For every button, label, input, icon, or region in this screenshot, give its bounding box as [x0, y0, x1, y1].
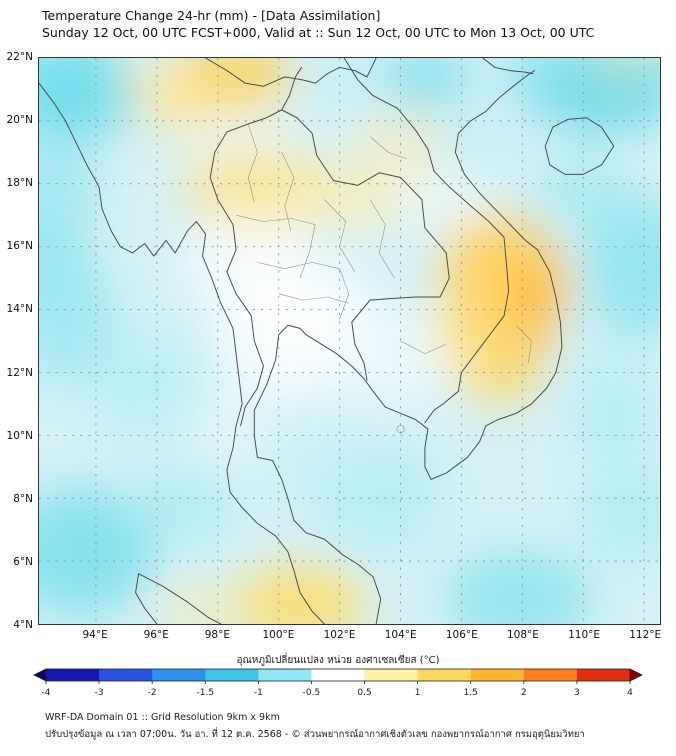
border-china-northeast [482, 58, 534, 75]
coastline-hainan-island [544, 117, 615, 175]
colorbar-tick-label: 1.5 [464, 688, 478, 698]
lat-tick-label: 10°N [6, 429, 33, 442]
lat-tick-label: 20°N [6, 114, 33, 127]
colorbar-tick-label: -1 [254, 688, 263, 698]
lon-tick-label: 104°E [384, 629, 417, 641]
lon-tick-label: 106°E [445, 629, 478, 641]
colorbar-title: อุณหภูมิเปลี่ยนแปลง หน่วย องศาเซลเซียส (… [236, 655, 440, 666]
coastline-sumatra [135, 573, 222, 624]
colorbar: -4 -3 -2 -1.5 -1 -0.5 0.5 1 1.5 2 3 4 [33, 668, 643, 698]
map-canvas [39, 58, 660, 624]
colorbar-tick-label: 4 [627, 688, 633, 698]
coastlines-and-borders [39, 58, 615, 624]
lon-tick-label: 112°E [629, 629, 662, 641]
lon-tick-label: 98°E [204, 629, 230, 641]
colorbar-tick-label: 1 [415, 688, 421, 698]
lat-tick-label: 8°N [13, 492, 33, 505]
lon-tick-label: 100°E [262, 629, 295, 641]
colorbar-tick-label: -4 [42, 688, 51, 698]
coastline-myanmar-peninsula [39, 82, 325, 624]
map-plot [38, 57, 661, 625]
footer-update-info: ปรับปรุงข้อมูล ณ เวลา 07:00น. วัน อา. ที… [45, 729, 585, 740]
border-myanmar-laos [281, 66, 303, 111]
province-boundaries [235, 123, 532, 434]
border-china-north [205, 58, 377, 87]
page-title: Temperature Change 24-hr (mm) - [Data As… [42, 8, 381, 23]
colorbar-tick-label: -1.5 [196, 688, 214, 698]
coastline-gulf-vietnam [253, 70, 563, 624]
lat-tick-label: 12°N [6, 366, 33, 379]
lat-tick-label: 4°N [13, 619, 33, 631]
colorbar-tick-label: 3 [574, 688, 580, 698]
page-subtitle: Sunday 12 Oct, 00 UTC FCST+000, Valid at… [42, 25, 595, 40]
colorbar-tick-label: -0.5 [303, 688, 321, 698]
lon-tick-label: 96°E [143, 629, 169, 641]
lon-tick-label: 108°E [506, 629, 539, 641]
border-myanmar-thailand [209, 109, 283, 427]
border-thailand-cambodia [351, 296, 441, 381]
lat-tick-label: 22°N [6, 51, 33, 63]
lon-tick-label: 102°E [323, 629, 356, 641]
lon-tick-label: 110°E [568, 629, 601, 641]
graticule-grid [39, 58, 660, 624]
border-thailand-laos [281, 109, 450, 298]
lat-axis: 22°N 20°N 18°N 16°N 14°N 12°N 10°N 8°N 6°N 4°N [0, 51, 36, 631]
header: Temperature Change 24-hr (mm) - [Data As… [42, 7, 594, 41]
lat-tick-label: 6°N [13, 555, 33, 568]
colorbar-tick-label: -2 [148, 688, 157, 698]
lat-tick-label: 18°N [6, 177, 33, 190]
border-vietnam-laos-cambodia [343, 58, 510, 424]
lon-axis: 94°E 96°E 98°E 100°E 102°E 104°E 106°E 108°E 110… [38, 629, 662, 643]
colorbar-tick-label: 2 [521, 688, 527, 698]
lon-tick-label: 94°E [82, 629, 108, 641]
colorbar-tick-label: -3 [95, 688, 104, 698]
lat-tick-label: 16°N [6, 240, 33, 253]
footer-domain-info: WRF-DA Domain 01 :: Grid Resolution 9km … [45, 712, 280, 723]
lat-tick-label: 14°N [6, 303, 33, 316]
colorbar-tick-label: 0.5 [357, 688, 371, 698]
